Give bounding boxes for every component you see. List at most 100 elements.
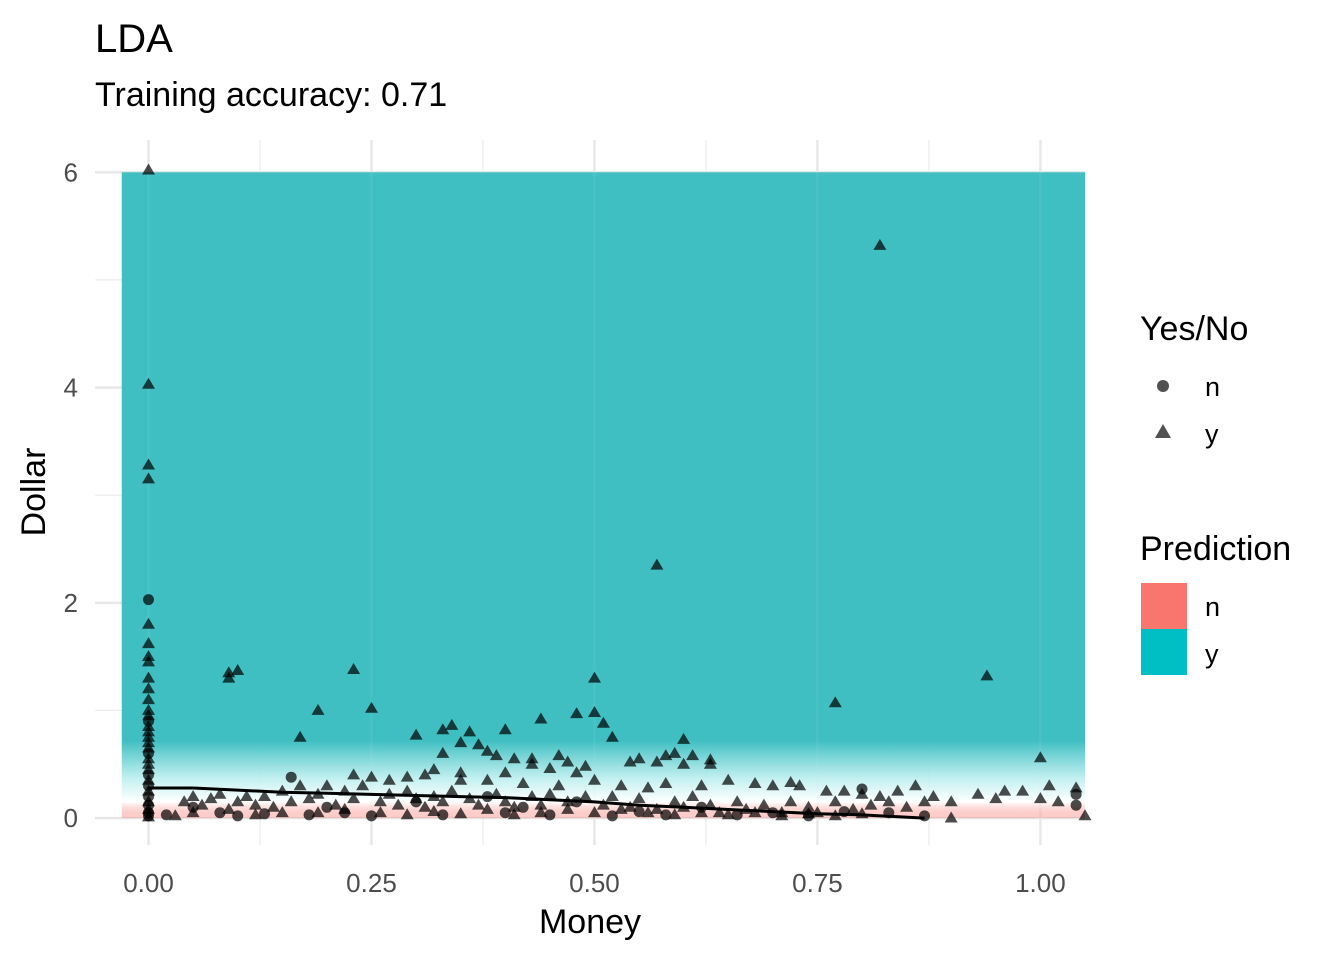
point-y (427, 790, 441, 801)
point-y (944, 795, 958, 807)
prediction-region (121, 172, 1085, 819)
point-y (757, 798, 771, 810)
point-n (660, 809, 672, 821)
point-y (516, 777, 530, 788)
point-y (766, 779, 780, 791)
point-y (142, 763, 155, 775)
point-y (721, 808, 735, 820)
point-y (365, 770, 378, 782)
legend-swatch-y (1141, 629, 1187, 675)
point-y (356, 779, 370, 791)
x-tick-label: 0.00 (123, 868, 174, 898)
x-tick-label: 1.00 (1015, 868, 1066, 898)
point-y (686, 790, 700, 801)
point-y (677, 757, 691, 769)
point-y (142, 709, 155, 721)
point-n (767, 807, 779, 819)
point-y (142, 163, 155, 175)
point-y (507, 752, 521, 764)
point-y (579, 790, 592, 801)
point-y (275, 806, 289, 818)
y-tick-label: 0 (64, 803, 78, 833)
point-y (632, 792, 646, 804)
point-y (650, 755, 664, 767)
point-y (213, 787, 227, 799)
point-y (748, 806, 762, 818)
point-y (1051, 795, 1065, 807)
point-y (1042, 779, 1056, 791)
point-y (222, 671, 236, 683)
point-y (195, 798, 209, 810)
point-n (259, 808, 270, 820)
point-y (793, 779, 807, 791)
point-n (919, 810, 930, 822)
point-y (463, 725, 477, 737)
x-axis-title: Money (539, 903, 641, 941)
point-y (552, 749, 566, 761)
point-y (365, 701, 378, 713)
point-y (909, 779, 922, 791)
point-y (730, 795, 744, 807)
point-y (480, 773, 494, 785)
point-n (366, 810, 377, 822)
point-y (561, 795, 575, 807)
point-y (855, 807, 869, 819)
point-y (534, 712, 548, 724)
point-y (632, 752, 646, 764)
point-n (633, 806, 645, 818)
point-y (418, 768, 432, 780)
point-y (231, 795, 245, 807)
point-y (293, 779, 307, 791)
point-n (1070, 799, 1082, 811)
point-y (142, 693, 155, 705)
point-n (481, 791, 493, 803)
point-y (498, 723, 512, 735)
x-tick-label: 0.50 (569, 868, 620, 898)
point-y (284, 795, 298, 807)
point-n (232, 810, 244, 822)
y-tick-label: 6 (64, 157, 78, 187)
point-y (186, 806, 200, 818)
point-y (142, 810, 155, 822)
point-y (373, 795, 387, 807)
point-y (543, 762, 557, 773)
point-y (177, 795, 191, 807)
point-y (525, 790, 539, 801)
point-y (588, 671, 601, 683)
point-y (810, 806, 824, 818)
grid-overlay (147, 140, 1042, 845)
y-axis-title: Dollar (15, 448, 53, 537)
point-y (677, 800, 691, 812)
point-n (731, 809, 743, 821)
point-y (382, 773, 396, 785)
legend-fill-label-n: n (1205, 592, 1220, 622)
point-y (489, 787, 503, 799)
point-y (641, 806, 655, 818)
point-y (186, 790, 200, 801)
point-y (507, 808, 521, 820)
point-y (329, 798, 343, 810)
point-y (614, 779, 628, 791)
point-y (588, 773, 601, 785)
point-y (142, 671, 155, 683)
point-y (320, 779, 334, 791)
point-y (222, 802, 236, 814)
point-y (855, 787, 869, 799)
legend-shape-title: Yes/No (1140, 310, 1248, 348)
point-y (989, 792, 1003, 804)
point-y (142, 795, 155, 807)
point-y (142, 617, 155, 629)
point-y (570, 766, 584, 778)
point-y (828, 696, 842, 708)
point-n (571, 796, 583, 808)
point-y (507, 800, 521, 812)
point-y (400, 808, 414, 820)
point-y (900, 800, 914, 812)
legend-triangle-icon (1155, 424, 1171, 438)
point-n (303, 809, 315, 821)
point-y (534, 806, 548, 818)
point-y (275, 784, 289, 796)
x-tick-label: 0.75 (792, 868, 843, 898)
legend-circle-icon (1157, 380, 1169, 392)
point-y (721, 773, 735, 785)
